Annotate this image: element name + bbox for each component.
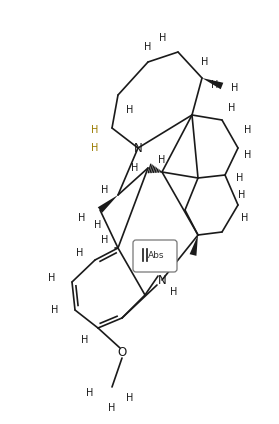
Text: H: H: [91, 125, 99, 135]
Text: H: H: [244, 150, 252, 160]
Text: H: H: [241, 213, 249, 223]
Text: H: H: [126, 105, 134, 115]
Text: H: H: [76, 248, 84, 258]
Text: H: H: [144, 42, 152, 52]
Text: H: H: [81, 335, 89, 345]
Text: H: H: [159, 33, 167, 43]
Text: H: H: [201, 57, 209, 67]
Text: H: H: [126, 393, 134, 403]
Polygon shape: [190, 235, 198, 256]
Text: O: O: [117, 346, 127, 360]
Text: H: H: [238, 190, 246, 200]
Text: H: H: [94, 220, 102, 230]
Text: H: H: [101, 235, 109, 245]
Text: H: H: [244, 125, 252, 135]
Text: N: N: [158, 273, 166, 287]
Text: H: H: [231, 83, 239, 93]
Text: H: H: [131, 163, 139, 173]
Text: H: H: [108, 403, 116, 413]
Text: H: H: [86, 388, 94, 398]
Text: H: H: [228, 103, 236, 113]
Text: N: N: [134, 142, 142, 154]
Text: H: H: [78, 213, 86, 223]
Text: H: H: [48, 273, 56, 283]
FancyBboxPatch shape: [133, 240, 177, 272]
Text: Abs: Abs: [148, 251, 164, 259]
Text: H: H: [236, 173, 244, 183]
Text: H: H: [170, 287, 178, 297]
Text: H: H: [211, 80, 219, 90]
Text: H: H: [51, 305, 59, 315]
Text: H: H: [91, 143, 99, 153]
Text: H: H: [158, 155, 166, 165]
Polygon shape: [202, 78, 223, 89]
Text: H: H: [101, 185, 109, 195]
Polygon shape: [98, 195, 118, 213]
